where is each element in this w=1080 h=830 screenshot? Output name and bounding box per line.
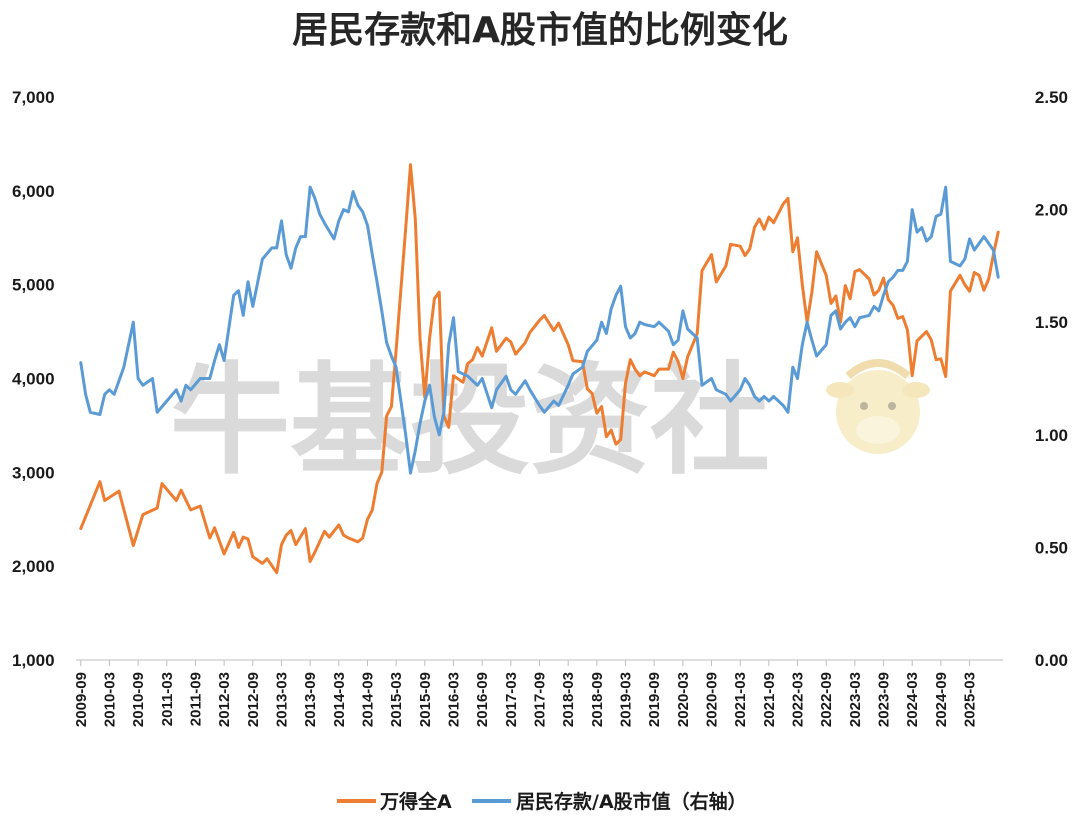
x-tick-label: 2010-09: [130, 672, 147, 727]
x-tick-label: 2023-03: [847, 672, 864, 727]
x-tick-label: 2020-03: [675, 672, 692, 727]
series-line-wind-a: [79, 163, 1000, 575]
x-tick-label: 2024-09: [933, 672, 950, 727]
x-tick-label: 2014-09: [359, 672, 376, 727]
x-tick-label: 2016-03: [445, 672, 462, 727]
x-tick-label: 2022-09: [818, 672, 835, 727]
x-tick-label: 2013-03: [273, 672, 290, 727]
x-tick-label: 2017-09: [532, 672, 549, 727]
x-tick-label: 2018-09: [589, 672, 606, 727]
axes-layer: 2009-09 2010-03 2010-09 2011-03 2011-09 2012-…: [12, 88, 1068, 727]
x-tick-label: 2020-09: [704, 672, 721, 727]
x-tick-label: 2018-03: [560, 672, 577, 727]
legend-label-wind-a: 万得全A: [379, 790, 452, 813]
y-right-tick-label: 2.00: [1035, 201, 1068, 220]
x-tick-label: 2015-09: [417, 672, 434, 727]
y-left-tick-label: 4,000: [12, 370, 55, 389]
x-tick-label: 2012-09: [245, 672, 262, 727]
y-left-tick-label: 2,000: [12, 557, 55, 576]
x-tick-label: 2013-09: [302, 672, 319, 727]
x-tick-label: 2014-03: [331, 672, 348, 727]
y-left-tick-label: 7,000: [12, 88, 55, 107]
watermark-text: 牛基投资社: [170, 352, 770, 491]
y-left-tick-label: 3,000: [12, 463, 55, 482]
y-right-tick-label: 0.50: [1035, 538, 1068, 557]
y-left-tick-label: 5,000: [12, 276, 55, 295]
x-tick-label: 2009-09: [73, 672, 90, 727]
x-tick-label: 2015-03: [388, 672, 405, 727]
mascot-logo: [826, 359, 930, 454]
x-tick-label: 2010-03: [101, 672, 118, 727]
x-tick-label: 2025-03: [962, 672, 979, 727]
legend-label-deposit-ratio: 居民存款/A股市值（右轴）: [516, 790, 747, 813]
y-right-tick-label: 1.00: [1035, 426, 1068, 445]
x-tick-label: 2024-03: [904, 672, 921, 727]
y-left-tick-label: 6,000: [12, 182, 55, 201]
y-left-tick-label: 1,000: [12, 651, 55, 670]
x-tick-label: 2017-03: [503, 672, 520, 727]
y-right-tick-label: 2.50: [1035, 88, 1068, 107]
x-tick-label: 2011-09: [187, 672, 204, 726]
x-tick-label: 2019-09: [646, 672, 663, 727]
x-tick-label: 2022-03: [790, 672, 807, 727]
chart-title: 居民存款和A股市值的比例变化: [292, 9, 788, 51]
y-right-tick-label: 1.50: [1035, 313, 1068, 332]
x-tick-label: 2023-09: [876, 672, 893, 727]
x-tick-label: 2012-03: [216, 672, 233, 727]
x-tick-label: 2011-03: [159, 672, 176, 726]
series-layer: [79, 163, 1000, 575]
legend: 万得全A 居民存款/A股市值（右轴）: [337, 790, 747, 813]
x-tick-label: 2019-03: [618, 672, 635, 727]
x-tick-label: 2021-09: [761, 672, 778, 727]
y-right-tick-label: 0.00: [1035, 651, 1068, 670]
x-tick-label: 2021-03: [732, 672, 749, 727]
series-line-deposit-ratio: [79, 185, 1000, 475]
x-tick-label: 2016-09: [474, 672, 491, 727]
